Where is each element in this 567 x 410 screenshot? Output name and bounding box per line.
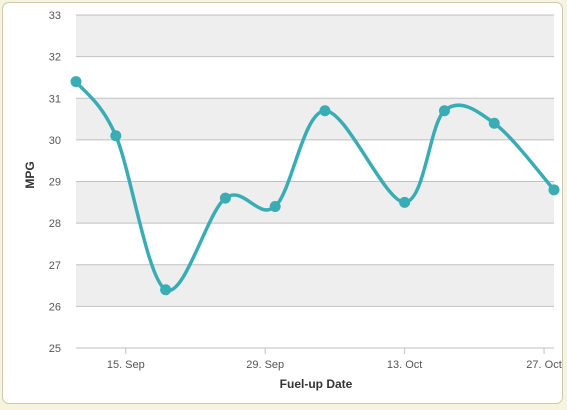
y-tick-label: 30 (49, 135, 61, 147)
y-tick-label: 32 (49, 52, 61, 64)
y-tick-label: 33 (49, 10, 61, 22)
y-tick-label: 26 (49, 301, 61, 313)
y-tick-label: 29 (49, 177, 61, 189)
data-point[interactable] (219, 192, 231, 204)
series-line (74, 79, 556, 293)
y-axis-ticks: 25 26 27 28 29 30 31 32 33 (49, 10, 61, 355)
mpg-line-chart: 25 26 27 28 29 30 31 32 33 15. Sep 29. Sep 13. Oct… (23, 10, 562, 391)
y-tick-label: 31 (49, 93, 61, 105)
y-tick-label: 25 (49, 343, 61, 355)
plot-band (76, 181, 554, 224)
data-point[interactable] (319, 105, 331, 117)
grid-lines (76, 14, 554, 349)
x-tick-label: 13. Oct (387, 359, 422, 371)
plot-bands (76, 15, 554, 307)
y-tick-label: 28 (49, 218, 61, 230)
data-point[interactable] (160, 284, 172, 296)
y-tick-label: 27 (49, 260, 61, 272)
x-axis-title: Fuel-up Date (280, 377, 353, 391)
x-tick-label: 27. Oct (526, 359, 561, 371)
data-point[interactable] (488, 117, 500, 129)
data-point[interactable] (269, 200, 281, 212)
x-axis-ticks: 15. Sep 29. Sep 13. Oct 27. Oct (107, 348, 562, 371)
x-tick-label: 29. Sep (246, 359, 284, 371)
data-points (70, 76, 560, 296)
plot-band (76, 264, 554, 307)
plot-band (76, 15, 554, 57)
data-point[interactable] (70, 76, 82, 88)
chart-card: 25 26 27 28 29 30 31 32 33 15. Sep 29. Sep 13. Oct… (2, 2, 563, 404)
data-point[interactable] (548, 184, 560, 196)
y-axis-title: MPG (23, 161, 37, 188)
data-point[interactable] (110, 130, 122, 142)
data-point[interactable] (399, 196, 411, 208)
data-point[interactable] (438, 105, 450, 117)
x-tick-label: 15. Sep (107, 359, 145, 371)
